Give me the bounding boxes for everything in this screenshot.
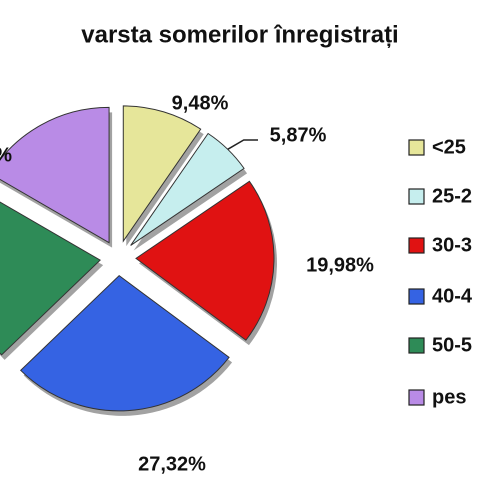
pie-slice	[122, 105, 202, 243]
pie-slice	[0, 106, 110, 244]
legend-label: 25-2	[432, 185, 472, 207]
leader-line	[227, 139, 258, 150]
legend-swatch	[408, 139, 425, 156]
data-label: 19,98%	[306, 254, 374, 276]
data-label: 5,87%	[270, 124, 327, 146]
pie-slice	[0, 201, 101, 356]
legend-swatch	[408, 188, 425, 205]
data-label: 9,48%	[172, 92, 229, 114]
legend-label: 50-5	[432, 334, 472, 356]
legend-swatch	[408, 237, 425, 254]
legend-label: pes	[432, 386, 466, 408]
legend-label: 30-3	[432, 234, 472, 256]
chart-title: varsta somerilor înregistrați	[81, 21, 398, 48]
legend-label: 40-4	[432, 285, 473, 307]
legend-label: <25	[432, 136, 466, 158]
legend-swatch	[408, 337, 425, 354]
data-label: 16,50%	[0, 144, 12, 166]
pie-slice	[135, 180, 275, 341]
data-label: 27,32%	[138, 453, 206, 475]
legend-swatch	[408, 389, 425, 406]
legend-swatch	[408, 288, 425, 305]
pie-slice	[19, 274, 230, 412]
